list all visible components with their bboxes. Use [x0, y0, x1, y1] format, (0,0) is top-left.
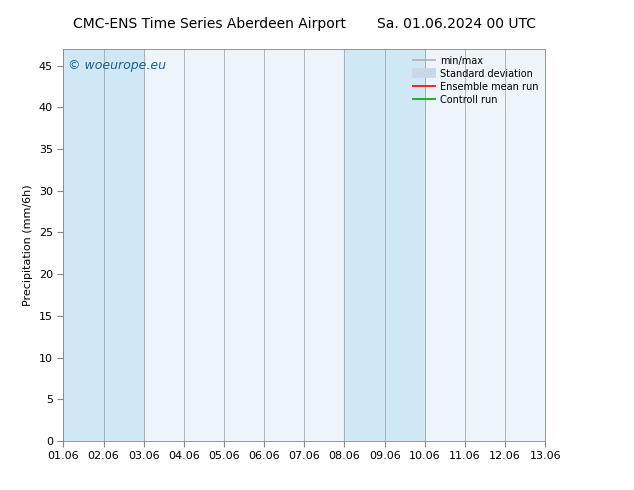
Bar	[344, 49, 425, 441]
Legend: min/max, Standard deviation, Ensemble mean run, Controll run: min/max, Standard deviation, Ensemble me…	[410, 54, 540, 106]
Text: Sa. 01.06.2024 00 UTC: Sa. 01.06.2024 00 UTC	[377, 17, 536, 31]
Text: CMC-ENS Time Series Aberdeen Airport: CMC-ENS Time Series Aberdeen Airport	[73, 17, 346, 31]
Text: © woeurope.eu: © woeurope.eu	[68, 59, 166, 72]
Y-axis label: Precipitation (mm/6h): Precipitation (mm/6h)	[23, 184, 34, 306]
Bar	[63, 49, 144, 441]
